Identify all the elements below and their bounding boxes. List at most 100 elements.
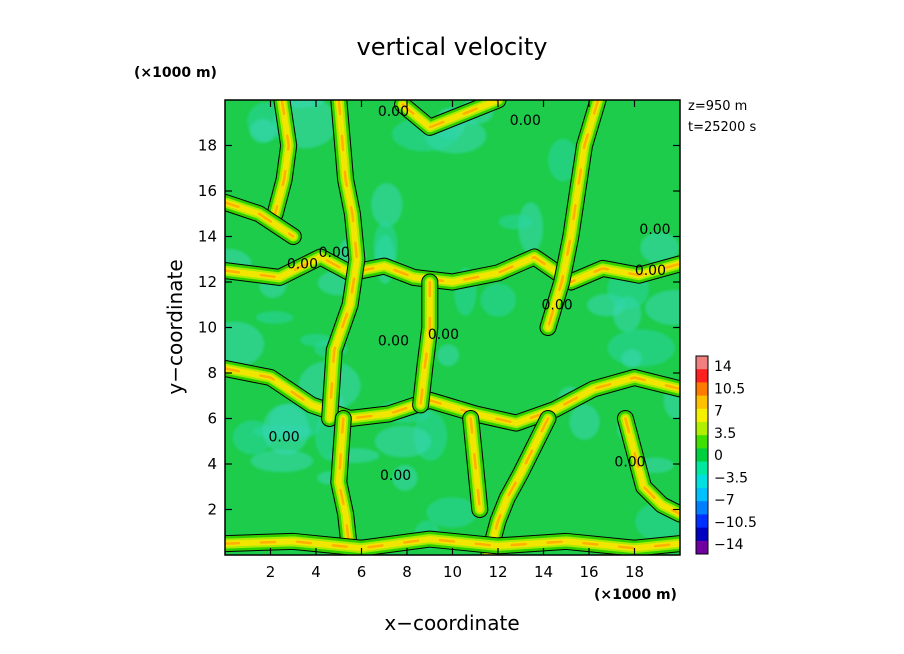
colorbar-label: −3.5 [714,470,748,486]
downdraft-patch [569,404,600,440]
updraft-zones [225,100,680,555]
colorbar-swatch [696,540,708,555]
contour-label: 0.00 [378,104,409,120]
contour-label: 0.00 [428,327,459,343]
downdraft-patch [392,464,418,491]
x-tick-label: 16 [579,563,598,581]
updraft-zone [225,248,680,291]
downdraft-patch [225,321,265,368]
downdraft-patch [299,333,333,347]
colorbar-label: 3.5 [714,426,736,442]
colorbar: 14 10.5 7 3.5 0 −3.5 −7 −10.5 −14 [695,355,757,555]
contour-label: 0.00 [614,454,645,470]
colorbar-label: 14 [714,359,732,375]
contour-label: 0.00 [269,429,300,445]
colorbar-swatch [696,369,708,383]
downdraft-patch [645,289,680,326]
updraft-zone [225,193,302,245]
y-tick-label: 4 [207,455,217,473]
y-axis-ticks: 2 4 6 8 10 12 14 16 18 [198,137,680,519]
colorbar-swatch [696,395,708,410]
downdraft-patch [518,202,544,254]
downdraft-patch [262,404,310,455]
colorbar-swatch [696,422,708,436]
updraft-zone [266,100,298,223]
updraft-zone [480,410,557,555]
x-axis-title: x−coordinate [384,611,519,635]
downdraft-patch [371,183,403,227]
updraft-zone [321,100,366,427]
colorbar-swatch [696,474,708,489]
y-tick-label: 18 [198,137,217,155]
y-tick-label: 14 [198,228,217,246]
downdraft-patch [374,425,432,458]
updraft-zone [412,273,439,414]
contour-labels: 0.000.000.000.000.000.000.000.00 0.000.00… [269,104,671,484]
y-unit-label: (×1000 m) [134,65,217,81]
downdraft-patch [548,138,579,182]
updraft-zone [225,360,680,432]
colorbar-swatch [696,501,708,515]
contour-label: 0.00 [635,263,666,279]
y-tick-label: 2 [207,501,217,519]
y-tick-label: 6 [207,410,217,428]
downdraft-patch [426,497,478,528]
downdraft-patch [480,283,516,317]
contour-label: 0.00 [639,222,670,238]
plot-background [225,100,680,555]
x-tick-label: 4 [311,563,321,581]
downdraft-patch [249,119,276,144]
contour-label: 0.00 [380,468,411,484]
colorbar-swatch [696,514,708,528]
colorbar-label: −10.5 [714,515,757,531]
contour-label: 0.00 [378,334,409,350]
annotation-line-z: z=950 m [688,99,747,114]
x-tick-label: 18 [625,563,644,581]
colorbar-swatch [696,488,708,502]
colorbar-label: 0 [714,448,723,464]
y-tick-label: 10 [198,319,217,337]
updraft-zone [225,530,680,555]
colorbar-label: 10.5 [714,381,745,397]
updraft-zone [539,100,607,336]
colorbar-swatch [696,461,708,476]
plot-area: 0.000.000.000.000.000.000.000.00 0.000.00… [225,100,680,555]
x-tick-label: 6 [357,563,367,581]
colorbar-swatch [696,356,708,370]
x-unit-label: (×1000 m) [594,587,677,603]
y-axis-title: y−coordinate [163,259,187,394]
y-tick-label: 8 [207,364,217,382]
downdraft-patch [621,349,642,368]
x-tick-label: 2 [266,563,276,581]
y-tick-label: 12 [198,273,217,291]
downdraft-patch [498,214,534,230]
downdraft-patch [640,231,679,264]
chart-title: vertical velocity [357,33,548,61]
downdraft-patch [250,449,314,473]
colorbar-swatch [696,408,708,423]
colorbar-label: 7 [714,404,723,420]
colorbar-label: −14 [714,537,744,553]
colorbar-swatch [696,382,708,396]
x-tick-label: 14 [534,563,553,581]
colorbar-label: −7 [714,493,735,509]
x-tick-label: 12 [488,563,507,581]
colorbar-swatch [696,527,708,542]
updraft-zone [394,100,507,136]
updraft-zone [330,410,359,555]
contour-label: 0.00 [510,113,541,129]
updraft-zone [616,410,680,523]
colorbar-swatch [696,435,708,449]
x-tick-label: 10 [443,563,462,581]
y-tick-label: 16 [198,182,217,200]
annotation-line-t: t=25200 s [688,120,756,135]
downdraft-patch [437,344,460,367]
colorbar-swatch [696,448,708,462]
contour-label: 0.00 [319,245,350,261]
contour-label: 0.00 [287,256,318,272]
downdraft-patch [373,221,398,271]
downdraft-patch [255,311,294,324]
colorbar-frame [695,355,709,555]
x-axis-ticks: 2 4 6 8 10 12 14 16 18 [266,100,644,581]
